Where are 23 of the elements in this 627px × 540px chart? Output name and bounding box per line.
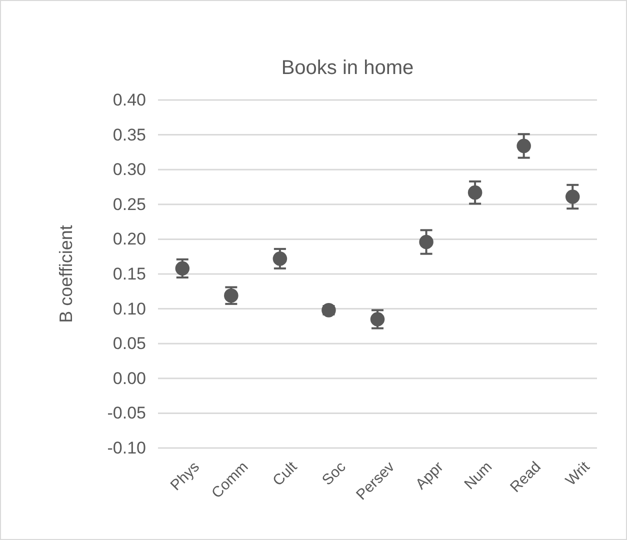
point	[419, 234, 434, 250]
point	[272, 252, 288, 266]
y-tick-label: 0.20	[112, 230, 146, 249]
point	[565, 190, 580, 204]
y-tick-label: 0.25	[112, 194, 146, 214]
chart-title: Books in home	[281, 57, 414, 79]
y-tick-label: 0.40	[112, 90, 146, 110]
x-tick-label: Cult	[270, 458, 302, 490]
y-tick-label: 0.00	[112, 368, 146, 388]
y-axis-title: B coefficient	[56, 225, 76, 323]
x-tick-label: Soc	[318, 458, 350, 489]
y-tick-label: 0.30	[112, 160, 146, 180]
y-tick-label: 0.10	[112, 299, 146, 318]
y-tick-label: 0.15	[112, 264, 146, 284]
point	[370, 312, 385, 326]
point	[468, 185, 482, 200]
y-tick-label: -0.05	[107, 404, 146, 423]
x-tick-label: Writ	[562, 458, 594, 490]
point	[175, 261, 190, 276]
point	[516, 138, 531, 154]
y-tick-label: -0.10	[107, 438, 146, 458]
y-tick-label: 0.05	[112, 334, 146, 354]
y-tick-label: 0.35	[112, 125, 146, 144]
